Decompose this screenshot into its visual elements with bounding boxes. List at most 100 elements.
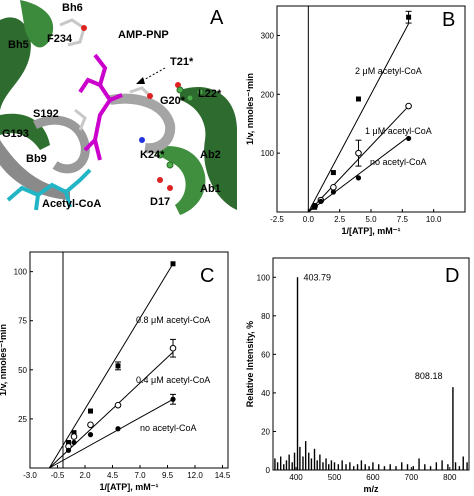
x-tick-label: 9.5 [162,471,174,480]
series-label: 1 μM acetyl-CoA [365,126,432,136]
y-tick-label: 40 [261,389,270,398]
data-point-square [66,439,71,445]
panel-c-letter: C [200,265,214,287]
panel-a-structure: A Bh6 Bh5 F234 AMP-PNP T21* L22* G20* S1… [0,0,237,248]
x-tick-label: 600 [366,473,380,482]
series-fit-line [49,398,174,469]
panel-b-letter: B [442,9,455,31]
structure-illustration: A Bh6 Bh5 F234 AMP-PNP T21* L22* G20* S1… [0,0,237,248]
x-axis-label: m/z [363,484,379,494]
y-tick-label: 25 [18,415,27,424]
data-point-filled-circle [170,396,176,402]
y-tick-label: 50 [18,366,27,375]
chart-b-svg: B -2.5 0.0 2.5 5.0 7.5 10.0 100 200 300 1/[ATP], … [245,5,466,236]
data-point-filled-circle [312,203,318,209]
data-point-filled-circle [71,439,77,446]
x-tick-label: 500 [328,473,342,482]
oxygen-atoms [81,25,181,191]
y-tick-label: 200 [261,90,275,99]
peak-annotation: 808.18 [415,371,443,381]
x-tick-label: 4.5 [107,471,119,480]
data-point-filled-circle [318,198,324,205]
label-ab2: Ab2 [200,149,221,161]
y-tick-label: 0 [266,466,271,475]
label-l22: L22* [198,88,222,100]
data-point-square [88,408,93,414]
series-label: no acetyl-CoA [370,157,427,167]
y-tick-label: 100 [261,149,275,158]
data-point-filled-circle [65,447,72,453]
gray-ribbon-left [32,115,90,174]
label-g193: G193 [2,128,29,140]
label-s192: S192 [33,108,59,120]
series-label: 0.4 μM acetyl-CoA [136,375,210,385]
label-d17: D17 [150,196,170,208]
helix-bh5-ribbon [0,17,31,111]
label-ab1: Ab1 [200,183,221,195]
series-label: no acetyl-CoA [140,423,197,433]
data-point-square [406,14,412,20]
y-axis-label: Relative Intensity, % [245,321,255,407]
gray-ribbon-right [109,93,176,154]
arrow-head [136,77,145,84]
x-tick-label: 5.0 [365,215,377,224]
x-tick-label: 700 [405,473,419,482]
data-point-open-circle [87,421,94,429]
label-g20: G20* [160,95,186,107]
y-tick-label: 60 [261,350,270,359]
plot-frame [276,5,466,213]
data-point-square [170,261,176,267]
panel-a-letter: A [210,7,224,29]
plot-frame [29,251,229,469]
nitrogen-atom [139,137,145,143]
label-bb9: Bb9 [26,153,47,165]
data-point-open-circle [70,433,78,440]
y-axis-label: 1/v, nmoles⁻¹min [245,73,255,145]
x-axis-label: 1/[ATP], mM⁻¹ [99,482,158,492]
gray-loop-ribbon [0,140,70,200]
x-tick-label: 14.5 [215,471,231,480]
plot-frame [272,257,470,471]
y-tick-label: 75 [18,317,27,326]
y-tick-label: 20 [261,427,270,436]
label-acetylcoa: Acetyl-CoA [42,198,101,210]
y-tick-label: 100 [14,268,28,277]
x-tick-label: 2.0 [79,471,91,480]
panel-c-chart: C -3.0 -0.5 2.0 4.5 7.0 9.5 12.0 14.5 25 50 75 100 1… [0,248,237,496]
data-point-filled-circle [355,175,362,181]
chart-c-svg: C -3.0 -0.5 2.0 4.5 7.0 9.5 12.0 14.5 25 50 75 100 1… [0,251,231,492]
x-tick-label: 2.5 [334,215,346,224]
data-point-square [71,430,77,436]
data-point-open-circle [114,401,122,409]
acetylcoa-molecule [6,168,92,211]
y-tick-label: 100 [257,273,271,282]
helix-bh6-ribbon [20,0,54,48]
label-amppnp: AMP-PNP [118,29,169,41]
label-k24: K24* [140,149,165,161]
x-tick-label: 400 [289,473,303,482]
series-fit-line [308,136,409,213]
series-fit-line [307,23,410,213]
x-tick-label: 800 [443,473,457,482]
series-label: 2 μM acetyl-CoA [355,66,422,76]
x-tick-label: 7.5 [397,215,409,224]
data-point-square [330,170,336,176]
y-axis-label: 1/v, nmoles⁻¹min [0,324,8,396]
x-axis-label: 1/[ATP], mM⁻¹ [341,226,400,236]
panel-d-chart: D 400 500 600 700 800 0 20 40 60 80 100 m/z Relative… [237,248,474,496]
data-point-filled-circle [115,426,121,432]
panel-d-letter: D [445,265,459,287]
arrow-dashed [139,67,166,83]
data-point-square [115,363,121,369]
series-fit-line [48,263,174,469]
data-point-open-circle [169,344,177,352]
x-tick-label: -3.0 [23,471,37,480]
data-point-square [355,96,361,102]
amppnp-molecule [78,53,123,161]
data-point-filled-circle [330,189,336,195]
label-f234: F234 [47,33,73,45]
x-tick-label: 7.0 [134,471,146,480]
x-tick-label: 0.0 [303,215,315,224]
green-atoms [156,86,204,169]
label-bh6: Bh6 [62,2,83,14]
